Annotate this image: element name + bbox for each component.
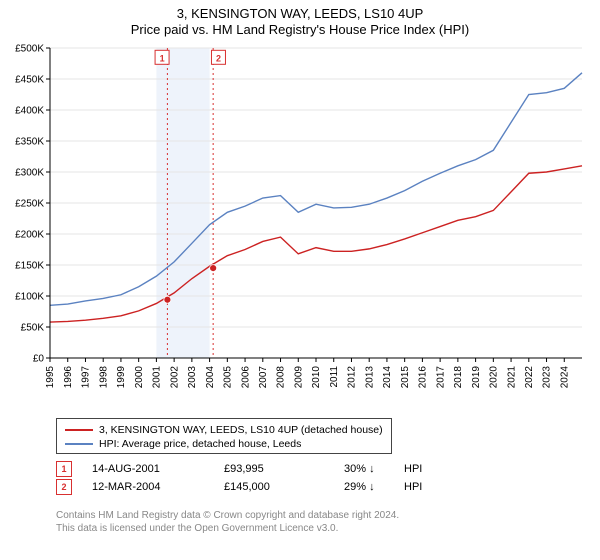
legend-item: 3, KENSINGTON WAY, LEEDS, LS10 4UP (deta… [65,424,383,437]
svg-text:£200K: £200K [15,230,44,241]
svg-text:2008: 2008 [276,366,287,389]
transaction-delta: 29% ↓ [344,481,404,493]
transaction-delta: 30% ↓ [344,463,404,475]
transaction-date: 14-AUG-2001 [92,463,224,475]
legend-label: HPI: Average price, detached house, Leed… [99,438,301,451]
svg-text:2021: 2021 [506,366,517,389]
svg-text:£150K: £150K [15,261,44,272]
svg-text:1995: 1995 [45,366,56,389]
svg-text:2016: 2016 [418,366,429,389]
svg-text:2020: 2020 [489,366,500,389]
transaction-marker: 2 [56,479,72,495]
svg-text:2000: 2000 [134,366,145,389]
svg-text:2: 2 [216,53,221,63]
svg-text:£250K: £250K [15,199,44,210]
transaction-suffix: HPI [404,463,464,475]
transaction-date: 12-MAR-2004 [92,481,224,493]
svg-text:£100K: £100K [15,292,44,303]
svg-text:2014: 2014 [382,366,393,389]
svg-text:2024: 2024 [559,366,570,389]
svg-text:£350K: £350K [15,137,44,148]
svg-text:2005: 2005 [223,366,234,389]
svg-text:2023: 2023 [542,366,553,389]
legend-swatch [65,429,93,431]
price-chart: 1 2 £0 £50K £100K £150K £200K £250K £300K £350K £4… [0,40,600,410]
svg-text:2007: 2007 [258,366,269,389]
svg-text:2015: 2015 [400,366,411,389]
attribution-line2: This data is licensed under the Open Gov… [56,523,570,536]
transactions-table: 1 14-AUG-2001£93,99530% ↓HPI 2 12-MAR-2004£… [56,460,464,496]
svg-text:2010: 2010 [311,366,322,389]
attribution-line1: Contains HM Land Registry data © Crown c… [56,510,570,523]
svg-text:2011: 2011 [329,366,340,388]
svg-text:2002: 2002 [169,366,180,389]
svg-text:2009: 2009 [293,366,304,389]
svg-text:2018: 2018 [453,366,464,389]
svg-text:1999: 1999 [116,366,127,389]
svg-text:£400K: £400K [15,106,44,117]
svg-text:2004: 2004 [205,366,216,389]
svg-text:1998: 1998 [98,366,109,389]
chart-header: 3, KENSINGTON WAY, LEEDS, LS10 4UP Price… [0,0,600,39]
svg-text:1996: 1996 [63,366,74,389]
transaction-suffix: HPI [404,481,464,493]
title-address: 3, KENSINGTON WAY, LEEDS, LS10 4UP [0,6,600,22]
svg-text:£50K: £50K [21,323,45,334]
svg-text:1997: 1997 [81,366,92,389]
legend-swatch [65,443,93,445]
svg-text:£0: £0 [33,354,45,365]
svg-text:2006: 2006 [240,366,251,389]
transaction-row: 1 14-AUG-2001£93,99530% ↓HPI [56,460,464,478]
svg-text:2022: 2022 [524,366,535,389]
svg-text:£500K: £500K [15,44,44,55]
svg-text:2019: 2019 [471,366,482,389]
svg-text:£300K: £300K [15,168,44,179]
title-subtitle: Price paid vs. HM Land Registry's House … [0,22,600,38]
legend: 3, KENSINGTON WAY, LEEDS, LS10 4UP (deta… [56,418,392,454]
svg-text:2012: 2012 [347,366,358,389]
svg-text:1: 1 [160,53,165,63]
transaction-row: 2 12-MAR-2004£145,00029% ↓HPI [56,478,464,496]
transaction-price: £145,000 [224,481,344,493]
transaction-marker: 1 [56,461,72,477]
attribution: Contains HM Land Registry data © Crown c… [56,510,570,535]
svg-text:2001: 2001 [152,366,163,389]
svg-text:2013: 2013 [364,366,375,389]
legend-item: HPI: Average price, detached house, Leed… [65,438,383,451]
legend-label: 3, KENSINGTON WAY, LEEDS, LS10 4UP (deta… [99,424,383,437]
svg-text:2003: 2003 [187,366,198,389]
svg-text:2017: 2017 [435,366,446,389]
transaction-price: £93,995 [224,463,344,475]
svg-text:£450K: £450K [15,75,44,86]
chart-area: 1 2 £0 £50K £100K £150K £200K £250K £300K £350K £4… [0,40,600,410]
